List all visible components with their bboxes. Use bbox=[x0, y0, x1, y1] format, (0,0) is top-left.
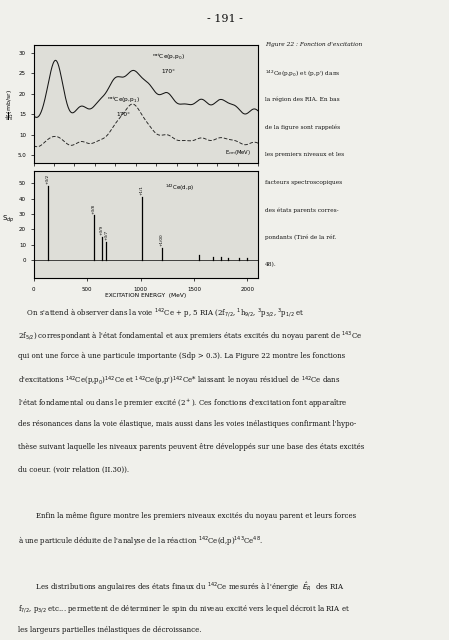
Text: thèse suivant laquelle les niveaux parents peuvent être développés sur une base : thèse suivant laquelle les niveaux paren… bbox=[18, 443, 364, 451]
Text: les premiers niveaux et les: les premiers niveaux et les bbox=[265, 152, 344, 157]
Text: la région des RIA. En bas: la région des RIA. En bas bbox=[265, 97, 339, 102]
Text: +3/8: +3/8 bbox=[92, 204, 96, 214]
Text: du coeur. (voir relation (II.30)).: du coeur. (voir relation (II.30)). bbox=[18, 466, 129, 474]
Text: d'excitations $^{142}$Ce(p,p$_0$)$^{142}$Ce et $^{142}$Ce(p,p')$^{142}$Ce* laiss: d'excitations $^{142}$Ce(p,p$_0$)$^{142}… bbox=[18, 374, 341, 388]
Text: pondants (Tiré de la réf.: pondants (Tiré de la réf. bbox=[265, 235, 336, 240]
Text: facteurs spectroscopiques: facteurs spectroscopiques bbox=[265, 180, 342, 184]
Text: +1/1: +1/1 bbox=[140, 185, 144, 195]
Text: $^{nat}$Ce(p,p$_0$): $^{nat}$Ce(p,p$_0$) bbox=[152, 52, 185, 62]
Text: +3/9: +3/9 bbox=[100, 225, 104, 235]
Text: 170°: 170° bbox=[116, 112, 131, 117]
Text: 2f$_{5/2}$) correspondant à l'état fondamental et aux premiers états excités du : 2f$_{5/2}$) correspondant à l'état fonda… bbox=[18, 329, 362, 342]
Text: Les distributions angulaires des états finaux du $^{142}$Ce mesurés à l'énergie : Les distributions angulaires des états f… bbox=[18, 580, 344, 593]
Text: +3/7: +3/7 bbox=[104, 230, 108, 240]
Text: de la figure sont rappelés: de la figure sont rappelés bbox=[265, 124, 340, 130]
Text: +3/2: +3/2 bbox=[45, 174, 49, 184]
Text: $^{142}$Ce(d,p): $^{142}$Ce(d,p) bbox=[165, 183, 194, 193]
Text: 48).: 48). bbox=[265, 262, 277, 268]
Text: - 191 -: - 191 - bbox=[207, 14, 242, 24]
Text: des états parents corres-: des états parents corres- bbox=[265, 207, 339, 212]
Text: E$_{cm}$(MeV): E$_{cm}$(MeV) bbox=[225, 148, 251, 157]
Text: 170°: 170° bbox=[161, 69, 176, 74]
Text: qui ont une force à une particule importante (Sdp > 0.3). La Figure 22 montre le: qui ont une force à une particule import… bbox=[18, 352, 345, 360]
Text: $^{nat}$Ce(p,p$_1$): $^{nat}$Ce(p,p$_1$) bbox=[107, 95, 140, 104]
Text: des résonances dans la voie élastique, mais aussi dans les voies inélastiques co: des résonances dans la voie élastique, m… bbox=[18, 420, 356, 428]
Y-axis label: S$_{dp}$: S$_{dp}$ bbox=[2, 213, 14, 225]
Text: On s'attend à observer dans la voie $^{142}$Ce + p, 5 RIA (2f$_{7/2}$, $^1$h$_{9: On s'attend à observer dans la voie $^{1… bbox=[18, 306, 304, 319]
X-axis label: EXCITATION ENERGY  (MeV): EXCITATION ENERGY (MeV) bbox=[106, 293, 186, 298]
Text: Enfin la même figure montre les premiers niveaux excités du noyau parent et leur: Enfin la même figure montre les premiers… bbox=[18, 511, 356, 520]
Text: $^{142}$Ce(p,p$_0$) et (p,p') dans: $^{142}$Ce(p,p$_0$) et (p,p') dans bbox=[265, 69, 340, 79]
Text: les largeurs partielles inélastiques de décroissance.: les largeurs partielles inélastiques de … bbox=[18, 626, 202, 634]
Text: à une particule déduite de l'analyse de la réaction $^{142}$Ce(d,p)$^{143}$Ce$^{: à une particule déduite de l'analyse de … bbox=[18, 534, 263, 547]
Y-axis label: $\frac{d\sigma}{d\Omega}$(mb/sr): $\frac{d\sigma}{d\Omega}$(mb/sr) bbox=[4, 88, 16, 120]
Text: Figure 22 : Fonction d'excitation: Figure 22 : Fonction d'excitation bbox=[265, 42, 362, 47]
Text: +1/00: +1/00 bbox=[160, 233, 164, 246]
Text: l'état fondamental ou dans le premier excité (2$^+$). Ces fonctions d'excitation: l'état fondamental ou dans le premier ex… bbox=[18, 397, 347, 410]
Text: f$_{7/2}$, p$_{3/2}$ etc... permettent de déterminer le spin du niveau excité ve: f$_{7/2}$, p$_{3/2}$ etc... permettent d… bbox=[18, 603, 350, 615]
